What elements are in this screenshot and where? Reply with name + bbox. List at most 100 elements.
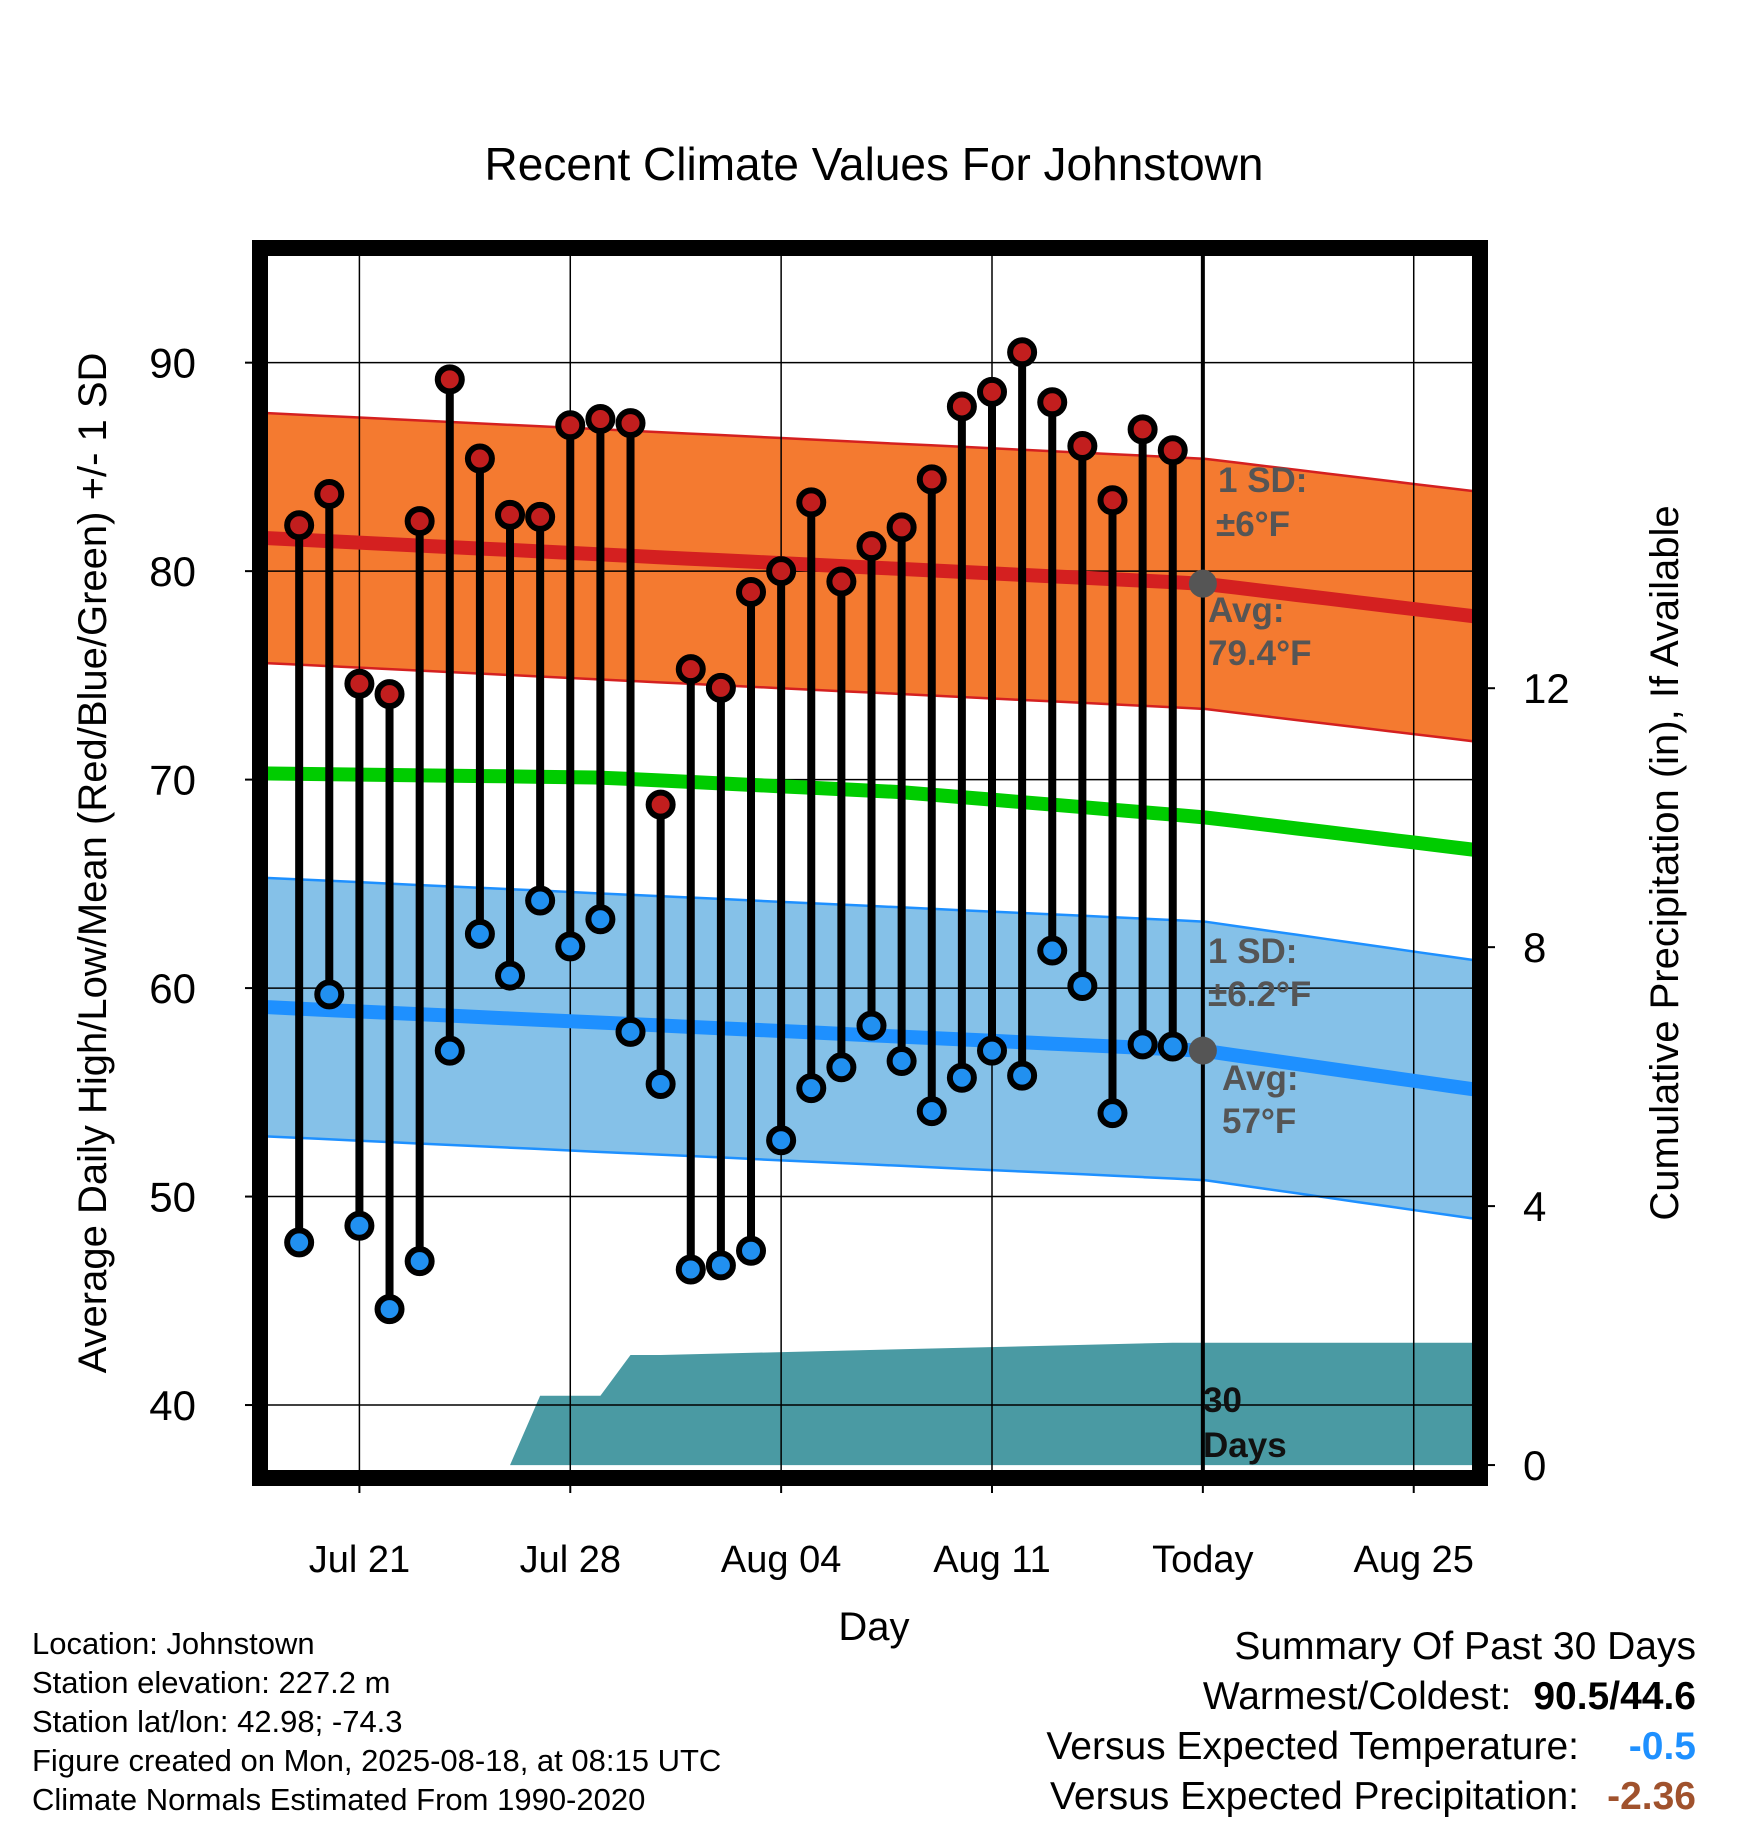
latlon-text: Station lat/lon: 42.98; -74.3 — [32, 1704, 403, 1739]
warmest-coldest-label: Warmest/Coldest: — [1202, 1675, 1512, 1718]
daily-high-point — [977, 376, 1007, 407]
daily-high-point — [916, 464, 947, 495]
daily-low-point — [495, 960, 526, 991]
summary-precipitation: Versus Expected Precipitation: -2.36 — [1046, 1772, 1696, 1822]
daily-low-point — [1157, 1031, 1188, 1062]
daily-high-point — [1067, 431, 1098, 462]
x-axis-title: Day — [838, 1605, 909, 1649]
low-sd-label: 1 SD: — [1208, 932, 1297, 971]
precip-label: Versus Expected Precipitation: — [1050, 1775, 1579, 1818]
days-label: Days — [1203, 1426, 1287, 1465]
y2-tick-label: 8 — [1523, 924, 1546, 971]
daily-low-point — [766, 1125, 797, 1156]
daily-low-point — [585, 904, 616, 935]
y-axis-title: Average Daily High/Low/Mean (Red/Blue/Gr… — [71, 353, 115, 1374]
x-tick-label: Aug 04 — [721, 1539, 841, 1581]
daily-low-point — [645, 1068, 676, 1099]
daily-high-point — [374, 679, 405, 710]
low-sd-value: ±6.2°F — [1208, 975, 1311, 1014]
y-tick-label: 70 — [149, 757, 196, 804]
daily-high-point — [464, 443, 495, 474]
y-tick-label: 90 — [149, 340, 196, 387]
daily-high-point — [736, 576, 767, 607]
daily-low-point — [434, 1035, 465, 1066]
daily-low-point — [344, 1210, 375, 1241]
daily-low-point — [374, 1294, 405, 1325]
daily-low-point — [946, 1062, 977, 1093]
summary-title: Summary Of Past 30 Days — [1234, 1625, 1696, 1668]
daily-low-point — [1067, 971, 1098, 1001]
daily-low-point — [675, 1254, 706, 1285]
x-tick-label: Jul 28 — [520, 1539, 621, 1581]
high-avg-label: Avg: — [1208, 591, 1284, 630]
daily-high-point — [826, 566, 857, 597]
daily-low-point — [916, 1096, 947, 1127]
y-tick-label: 80 — [149, 548, 196, 595]
days-count-label: 30 — [1203, 1381, 1242, 1420]
daily-low-point — [796, 1073, 827, 1104]
y2-tick-label: 12 — [1523, 665, 1570, 712]
daily-high-point — [1007, 337, 1038, 368]
y2-tick-label: 0 — [1523, 1442, 1546, 1489]
daily-high-point — [344, 668, 375, 699]
created-text: Figure created on Mon, 2025-08-18, at 08… — [32, 1743, 722, 1778]
warmest-coldest-value: 90.5/44.6 — [1533, 1675, 1696, 1718]
x-tick-label: Aug 25 — [1354, 1539, 1474, 1581]
daily-high-point — [314, 479, 345, 509]
low-avg-value: 57°F — [1222, 1102, 1296, 1141]
high-sd-label: 1 SD: — [1218, 461, 1307, 500]
daily-high-point — [434, 364, 465, 395]
daily-high-point — [1157, 435, 1188, 466]
daily-high-point — [766, 556, 797, 587]
y-tick-label: 50 — [149, 1174, 196, 1221]
daily-low-point — [826, 1052, 857, 1083]
daily-low-point — [314, 979, 345, 1010]
daily-high-point — [1097, 485, 1128, 516]
low-avg-label: Avg: — [1222, 1059, 1298, 1098]
y2-tick-label: 4 — [1523, 1183, 1546, 1230]
precip-value: -2.36 — [1607, 1775, 1696, 1818]
temp-label: Versus Expected Temperature: — [1046, 1725, 1579, 1768]
daily-high-point — [585, 403, 616, 434]
y-tick-label: 40 — [149, 1382, 196, 1429]
today-normal-high-marker — [1188, 569, 1217, 598]
station-info: Location: Johnstown Station elevation: 2… — [32, 1624, 721, 1819]
high-sd-upper-edge — [259, 411, 1481, 494]
daily-high-point — [946, 391, 977, 422]
daily-high-point — [886, 512, 917, 543]
daily-low-point — [886, 1046, 917, 1077]
daily-high-point — [796, 487, 827, 518]
daily-high-point — [404, 506, 435, 537]
summary-temperature: Versus Expected Temperature: -0.5 — [1046, 1722, 1696, 1772]
daily-low-point — [284, 1227, 315, 1258]
daily-high-point — [645, 789, 676, 820]
daily-high-point — [525, 501, 556, 532]
daily-high-point — [284, 510, 315, 541]
plot-frame — [252, 240, 1488, 1486]
elevation-text: Station elevation: 227.2 m — [32, 1665, 391, 1700]
y-tick-label: 60 — [149, 965, 196, 1012]
daily-low-point — [404, 1246, 435, 1277]
temp-value: -0.5 — [1628, 1725, 1696, 1768]
summary-panel: Summary Of Past 30 Days Warmest/Coldest:… — [1046, 1622, 1696, 1822]
high-sd-value: ±6°F — [1216, 505, 1290, 544]
y2-axis-title: Cumulative Precipitation (in), If Availa… — [1643, 505, 1687, 1220]
daily-high-point — [705, 672, 736, 703]
daily-low-point — [736, 1235, 767, 1266]
x-tick-label: Today — [1152, 1539, 1253, 1581]
daily-low-point — [856, 1010, 887, 1041]
today-normal-low-marker — [1188, 1036, 1217, 1065]
daily-low-point — [555, 931, 586, 962]
daily-low-point — [464, 918, 495, 949]
daily-low-point — [1037, 935, 1068, 966]
daily-high-point — [495, 499, 526, 530]
daily-high-point — [1037, 387, 1068, 418]
low-sd-lower-edge — [259, 1134, 1481, 1221]
location-text: Location: Johnstown — [32, 1626, 315, 1661]
x-tick-label: Jul 21 — [309, 1539, 410, 1581]
daily-low-point — [1097, 1098, 1128, 1129]
daily-high-point — [555, 410, 586, 441]
precipitation-area — [510, 1342, 1480, 1466]
daily-high-point — [675, 654, 706, 685]
